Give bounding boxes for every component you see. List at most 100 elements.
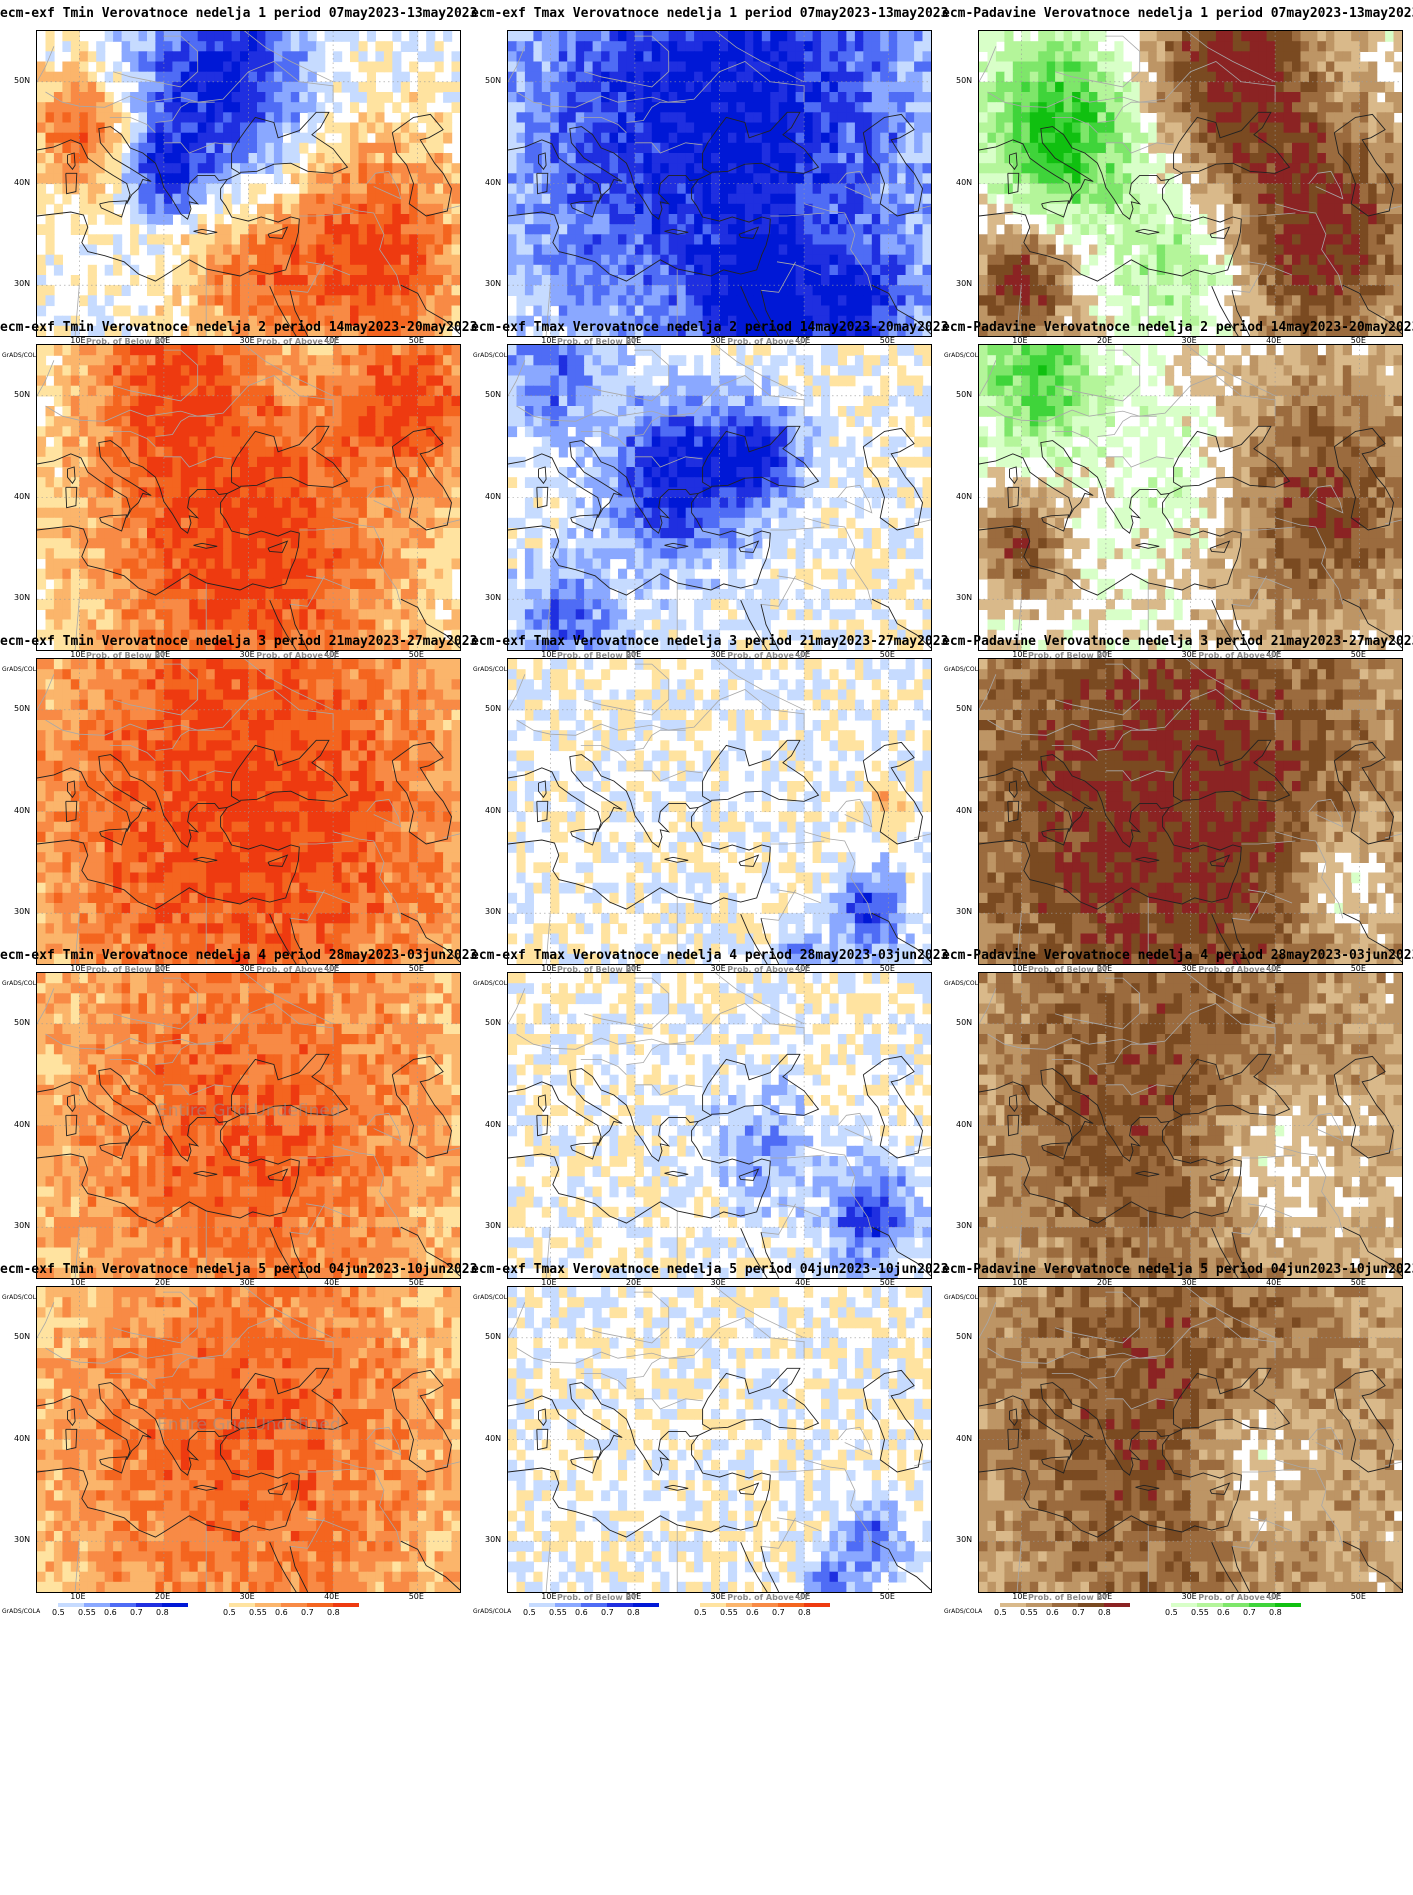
field-cell [1308,234,1318,246]
field-cell [426,345,436,356]
field-cell [189,102,199,113]
field-cell [70,51,80,63]
field-cell [231,214,241,225]
field-cell [601,31,611,42]
field-cell [871,305,881,317]
field-cell [922,81,931,93]
field-cell [316,295,326,307]
field-cell [104,385,114,397]
field-cell [1190,142,1200,154]
field-cell [626,81,636,93]
field-cell [812,254,822,266]
field-cell [601,193,611,205]
field-cell [694,153,704,164]
lon-label: 40E [324,336,339,345]
field-cell [516,153,526,164]
field-cell [897,275,907,286]
field-cell [1258,153,1268,164]
field-cell [592,183,602,195]
field-cell [541,102,551,113]
field-cell [995,264,1005,276]
field-cell [787,305,797,317]
field-cell [516,51,526,63]
field-cell [121,193,131,205]
field-cell [324,456,334,468]
field-cell [248,102,258,113]
field-cell [922,244,931,256]
field-cell [1249,163,1259,174]
field-cell [62,325,72,336]
field-cell [265,102,275,113]
field-cell [409,203,419,215]
field-cell [1283,102,1293,113]
field-cell [558,305,568,317]
field-cell [1292,112,1302,124]
field-cell [257,436,267,448]
field-cell [1173,244,1183,256]
field-cell [443,345,453,356]
field-cell [138,436,148,448]
field-cell [223,193,233,205]
field-cell [558,61,568,73]
field-cell [1317,254,1327,266]
field-cell [787,163,797,174]
field-cell [880,325,890,336]
field-cell [626,214,636,225]
field-cell [541,51,551,63]
field-cell [1275,214,1285,225]
field-cell [189,446,199,458]
field-cell [837,81,847,93]
field-cell [601,173,611,185]
field-cell [1292,305,1302,317]
country-border [332,203,402,291]
field-cell [711,41,721,52]
field-cell [1342,193,1352,205]
field-cell [1182,132,1192,144]
field-cell [1334,275,1344,286]
field-cell [383,214,393,225]
field-cell [651,41,661,52]
field-cell [333,51,343,63]
field-cell [451,365,460,377]
field-cell [1266,214,1276,225]
coastline [65,172,78,195]
field-cell [1241,81,1251,93]
field-cell [1351,81,1361,93]
field-cell [87,51,97,63]
field-cell [575,254,585,266]
field-cell [1080,102,1090,113]
field-cell [1131,285,1141,296]
field-cell [1292,122,1302,134]
field-cell [434,275,444,286]
field-cell [1046,71,1056,83]
field-cell [45,153,55,164]
field-cell [812,61,822,73]
field-cell [837,254,847,266]
field-cell [1249,264,1259,276]
field-cell [837,142,847,154]
field-cell [753,142,763,154]
field-cell [1275,122,1285,134]
field-cell [541,132,551,144]
field-cell [1232,31,1242,42]
field-cell [79,183,89,195]
field-cell [265,456,275,468]
field-cell [1283,163,1293,174]
field-cell [1224,234,1234,246]
field-cell [550,325,560,336]
field-cell [905,275,915,286]
field-cell [70,132,80,144]
field-cell [147,81,157,93]
field-cell [392,406,402,417]
field-cell [575,264,585,276]
field-cell [626,305,636,317]
field-cell [231,224,241,235]
field-cell [1334,193,1344,205]
field-cell [1173,31,1183,42]
field-cell [240,315,250,327]
field-cell [341,31,351,42]
field-cell [358,122,368,134]
field-cell [821,92,831,103]
field-cell [1283,193,1293,205]
field-cell [197,325,207,336]
